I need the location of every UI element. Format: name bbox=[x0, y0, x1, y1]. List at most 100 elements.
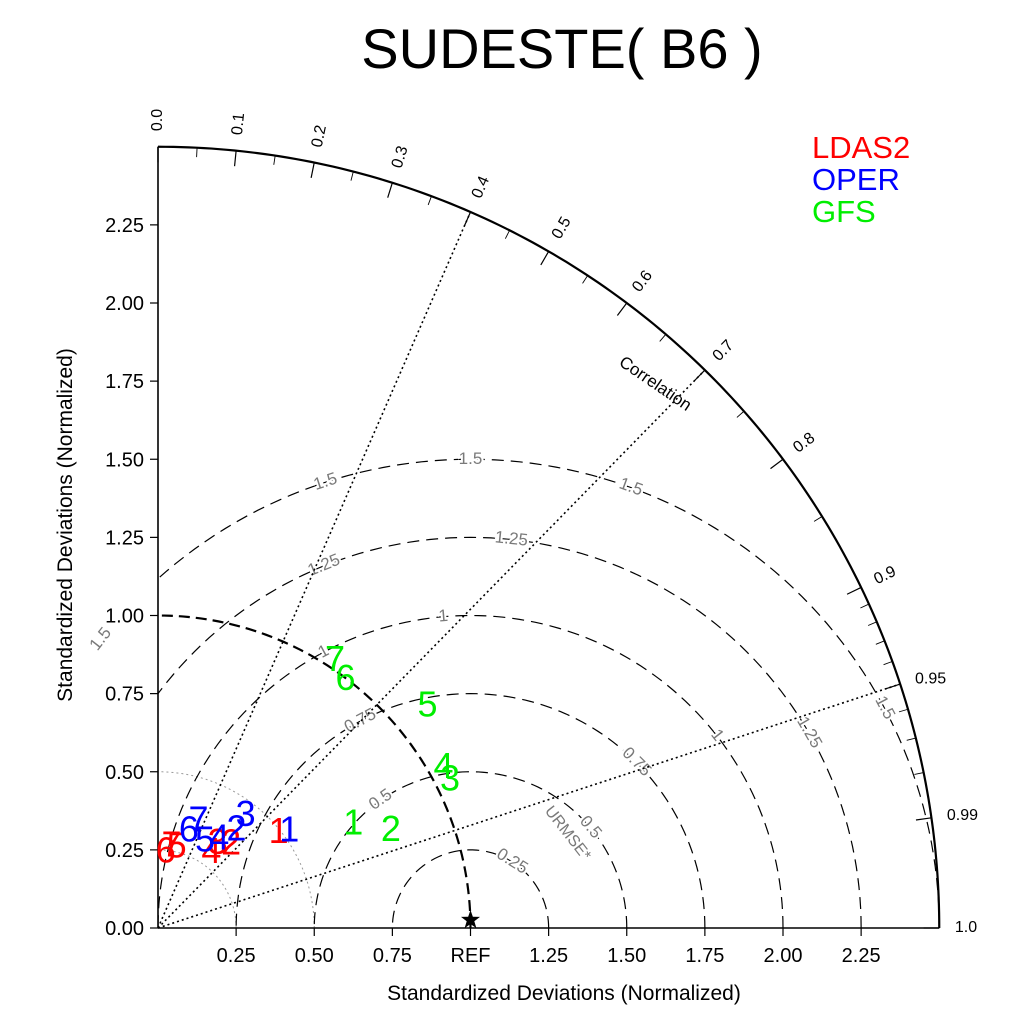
corr-tick-label: 0.0 bbox=[149, 109, 166, 131]
data-point: 3 bbox=[236, 793, 256, 834]
corr-minor-tick bbox=[350, 171, 354, 181]
x-tick-label: 1.50 bbox=[607, 945, 646, 967]
data-point: 5 bbox=[167, 825, 187, 866]
data-point: 4 bbox=[209, 816, 229, 857]
corr-tick-label: 0.8 bbox=[790, 429, 818, 456]
y-tick-label: 1.75 bbox=[105, 371, 144, 393]
data-point: 6 bbox=[156, 829, 176, 870]
corr-tick-0.8 bbox=[770, 458, 784, 470]
x-tick-label: 1.75 bbox=[685, 945, 724, 967]
data-point: 5 bbox=[195, 819, 215, 860]
corr-tick-0.99 bbox=[915, 817, 932, 821]
rmse-label-1.5: 1.5 bbox=[871, 693, 899, 723]
corr-tick-label: 0.3 bbox=[389, 144, 412, 170]
corr-minor-tick bbox=[875, 640, 885, 645]
y-tick-label: 0.50 bbox=[105, 762, 144, 784]
x-tick-label: 0.75 bbox=[373, 945, 412, 967]
corr-tick-label: 0.4 bbox=[469, 174, 494, 201]
ref-std-arc bbox=[157, 614, 472, 929]
chart-title: SUDESTE( B6 ) bbox=[361, 17, 762, 80]
y-tick-label: 0.75 bbox=[105, 684, 144, 706]
rmse-arc-1 bbox=[158, 614, 784, 928]
corr-tick-label: 0.95 bbox=[915, 670, 946, 687]
corr-axis-label: Correlation bbox=[616, 352, 695, 415]
rmse-label-1: 1 bbox=[438, 606, 449, 626]
corr-tick-label: 1.0 bbox=[955, 919, 977, 936]
data-point: 2 bbox=[226, 808, 246, 849]
rmse-label-1.25: 1.25 bbox=[494, 527, 529, 549]
data-point: 1 bbox=[279, 809, 299, 850]
legend-entry: OPER bbox=[812, 162, 900, 197]
ref-star-marker bbox=[460, 910, 481, 929]
corr-ray-0.4 bbox=[157, 211, 472, 929]
corr-minor-tick bbox=[914, 772, 924, 775]
corr-tick-label: 0.2 bbox=[309, 124, 330, 149]
corr-tick-label: 0.9 bbox=[871, 563, 899, 588]
corr-minor-tick bbox=[273, 155, 276, 165]
corr-minor-tick bbox=[860, 603, 870, 609]
y-tick-label: 0.25 bbox=[105, 840, 144, 862]
corr-minor-tick bbox=[813, 516, 823, 522]
corr-minor-tick bbox=[867, 621, 877, 626]
rmse-label-1.25: 1.25 bbox=[793, 713, 826, 751]
corr-tick-0.95 bbox=[885, 683, 901, 690]
y-tick-label: 1.25 bbox=[105, 527, 144, 549]
corr-ray-0.7 bbox=[157, 369, 706, 929]
corr-minor-tick bbox=[504, 230, 510, 239]
corr-minor-tick bbox=[659, 334, 667, 342]
x-axis-label: Standardized Deviations (Normalized) bbox=[387, 982, 741, 1005]
grid-layer: 0.250.50.50.750.75 1111.251.251.251.51.51… bbox=[84, 211, 940, 929]
rmse-label-1.5: 1.5 bbox=[86, 624, 116, 654]
corr-tick-0.7 bbox=[693, 369, 706, 382]
x-tick-label: 2.25 bbox=[842, 945, 881, 967]
corr-minor-tick bbox=[883, 661, 893, 666]
std-arc-0.25 bbox=[157, 849, 237, 929]
y-tick-label: 2.25 bbox=[105, 215, 144, 237]
data-point: 7 bbox=[188, 799, 208, 840]
corr-minor-tick bbox=[906, 737, 916, 741]
outer-arc bbox=[157, 145, 941, 929]
corr-minor-tick bbox=[427, 196, 432, 206]
rmse-label-1.5: 1.5 bbox=[311, 469, 339, 494]
y-tick-label: 1.50 bbox=[105, 449, 144, 471]
data-point: 1 bbox=[343, 802, 363, 843]
rmse-label-0.75: 0.75 bbox=[341, 704, 379, 736]
corr-tick-0.9 bbox=[846, 586, 862, 595]
corr-minor-tick bbox=[898, 708, 909, 713]
rmse-label-1.25: 1.25 bbox=[305, 550, 343, 580]
legend-entry: LDAS2 bbox=[812, 130, 910, 165]
corr-tick-label: 0.7 bbox=[710, 337, 738, 365]
data-point: 2 bbox=[221, 822, 241, 863]
axes-layer: 0.25 0.50 0.75 REF 1.25 1.50 1.75 2.00 2.250.000… bbox=[105, 109, 978, 967]
rmse-arc-0.25 bbox=[391, 849, 550, 928]
y-tick-label: 2.00 bbox=[105, 293, 144, 315]
data-point: 7 bbox=[161, 824, 181, 865]
data-point: 1 bbox=[269, 810, 289, 851]
rmse-arc-0.5 bbox=[313, 771, 628, 928]
x-tick-label: REF bbox=[451, 945, 491, 967]
y-axis-label: Standardized Deviations (Normalized) bbox=[54, 348, 77, 702]
x-tick-label: 1.25 bbox=[529, 945, 568, 967]
corr-tick-label: 0.1 bbox=[229, 112, 248, 136]
corr-minor-tick bbox=[582, 275, 589, 284]
rmse-arc-0.75 bbox=[235, 693, 706, 928]
data-point: 4 bbox=[201, 830, 221, 871]
data-point: 6 bbox=[179, 809, 199, 850]
corr-ray-0.95 bbox=[157, 683, 901, 929]
x-tick-label: 0.25 bbox=[217, 945, 256, 967]
data-point: 3 bbox=[208, 821, 228, 862]
rmse-arcs bbox=[158, 458, 940, 928]
corr-tick-0.4 bbox=[463, 211, 472, 227]
data-point: 2 bbox=[381, 808, 401, 849]
data-point: 6 bbox=[335, 657, 355, 698]
corr-tick-0.6 bbox=[616, 302, 628, 316]
rmse-arc-1.25 bbox=[158, 536, 862, 928]
corr-tick-label: 0.6 bbox=[629, 267, 656, 295]
corr-tick-label: 0.99 bbox=[947, 807, 978, 824]
corr-tick-0.1 bbox=[233, 150, 237, 167]
data-point: 3 bbox=[440, 757, 460, 798]
corr-tick-0.3 bbox=[387, 182, 393, 198]
data-point: 4 bbox=[433, 745, 453, 786]
